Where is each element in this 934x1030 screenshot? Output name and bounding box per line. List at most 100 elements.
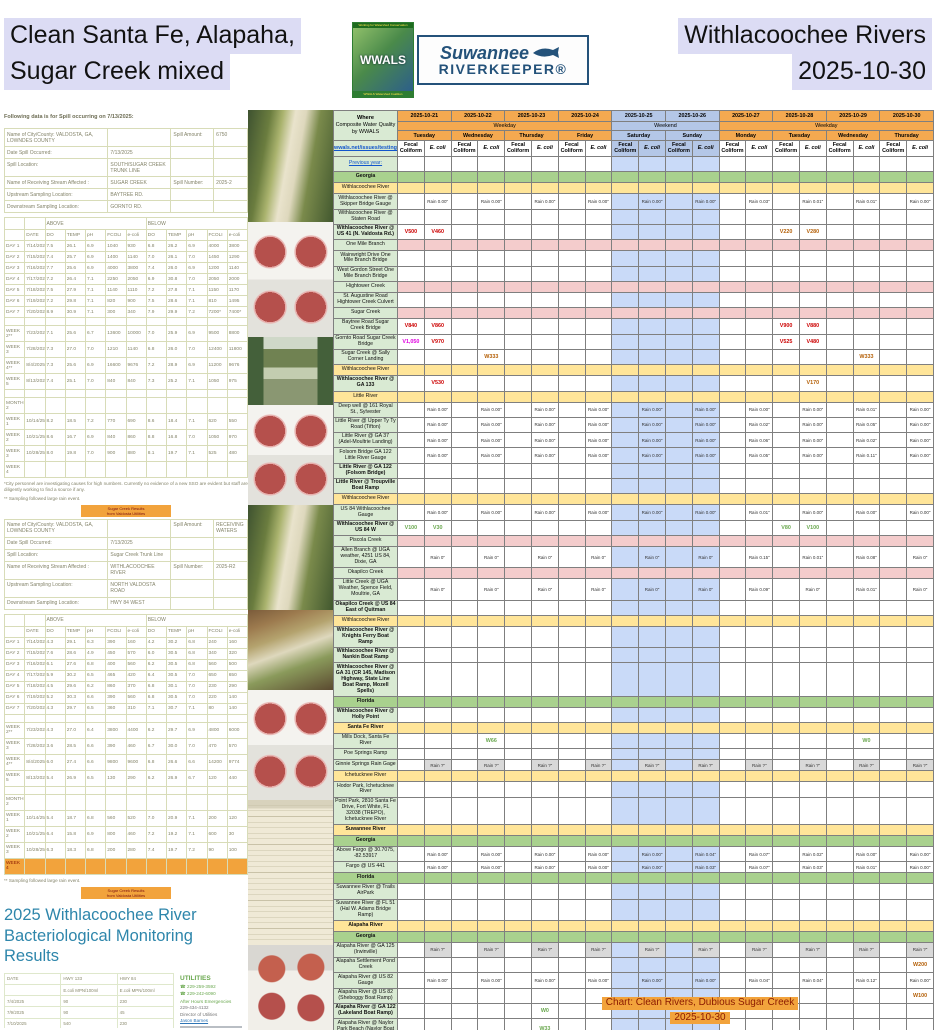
data-cell [397, 861, 425, 874]
data-cell [450, 193, 479, 210]
data-cell [477, 155, 506, 173]
director-name-link[interactable]: Jason Barnes [180, 1018, 209, 1024]
wwals-logo-text: WWALS [353, 28, 413, 91]
site-label: Withlacoochee River @ GA 133 [333, 375, 398, 392]
data-cell [664, 647, 693, 664]
data-cell [718, 567, 747, 580]
data-cell [798, 722, 827, 734]
data-cell: Rain 0.01" [798, 545, 827, 569]
day-header: Thursday [504, 130, 559, 141]
sample-cell: 7.1 [84, 273, 107, 285]
sample-cell [165, 785, 188, 795]
sample-cell [105, 317, 127, 326]
data-cell [718, 662, 747, 697]
data-cell [772, 348, 800, 366]
data-cell [772, 493, 800, 506]
site-row: Florida [333, 695, 934, 708]
data-cell [504, 823, 532, 836]
data-cell [611, 416, 640, 434]
data-cell [611, 695, 640, 708]
data-cell: Rain 0.07" [745, 845, 774, 863]
data-cell [664, 375, 693, 392]
data-cell [530, 171, 559, 184]
data-cell [477, 957, 506, 974]
data-cell [397, 845, 425, 863]
sample-cell: DAY 5 [4, 680, 26, 693]
data-cell [504, 722, 532, 734]
composite-table-region: Where Composite Water Quality by WWALS 2025… [333, 110, 934, 1030]
sample-row: DAY 67/19/20255.230.36.63905606.830.57.0… [4, 691, 248, 704]
data-cell: Rain ?" [638, 941, 666, 959]
data-cell [450, 462, 479, 480]
data-cell [745, 823, 774, 836]
data-cell [906, 208, 934, 226]
data-cell [423, 872, 452, 885]
data-cell [879, 919, 908, 932]
site-label: Wainwright Drive One Mile Branch Bridge [333, 250, 398, 267]
data-cell [745, 348, 774, 366]
data-cell [691, 883, 720, 900]
sample-cell: 570 [226, 737, 248, 755]
sample-cell: 9600 [125, 753, 147, 771]
data-cell [530, 919, 559, 932]
data-cell [397, 250, 425, 267]
site-row: Suwannee River [333, 823, 934, 836]
sample-cell: 440 [226, 769, 248, 787]
data-cell [852, 280, 881, 293]
data-cell [879, 307, 908, 320]
data-cell [557, 318, 586, 335]
data-cell [477, 208, 506, 226]
site-label: Sugar Creek @ Sally Corner Landing [333, 348, 398, 366]
sample-cell: 390 [105, 636, 127, 649]
sample-cell [165, 397, 188, 414]
data-cell: V860 [423, 318, 452, 335]
data-cell [879, 390, 908, 403]
field-row: Upstream Sampling Location: NORTH VALDOST… [4, 578, 248, 598]
data-cell [423, 250, 452, 267]
data-cell [825, 171, 854, 184]
sample-cell: 30.5 [165, 647, 188, 660]
sample-cell: 7.0 [145, 325, 168, 342]
data-cell [611, 171, 640, 184]
data-cell [718, 182, 747, 195]
data-cell: Rain 0.00" [906, 401, 934, 418]
data-cell [798, 706, 827, 724]
sample-cell [125, 397, 147, 414]
data-cell [798, 462, 827, 480]
site-label: Withlacoochee River @ GA 31 (CR 145, Mad… [333, 662, 398, 697]
data-cell [718, 333, 747, 350]
sample-cell: 100 [226, 841, 248, 859]
sample-cell [105, 713, 127, 723]
data-cell [798, 599, 827, 616]
data-cell [718, 898, 747, 921]
sample-cell: MONTH 2 [4, 397, 26, 414]
site-row: Withlacoochee River @ US 41 (N. Valdosta… [333, 223, 934, 241]
data-cell [530, 155, 559, 173]
data-cell [906, 722, 934, 734]
field-cell: SOUTH/SUGAR CREEK TRUNK LINE [107, 158, 172, 177]
sample-cell: 16.8 [165, 429, 188, 446]
data-cell [477, 171, 506, 184]
sample-cell: 7.0 [145, 251, 168, 263]
data-cell [718, 364, 747, 377]
field-cell: Downstream Sampling Location: [4, 596, 109, 610]
site-label: Alapaha River @ US 82 (Sheboggy Boat Ram… [333, 987, 398, 1005]
data-cell [611, 493, 640, 506]
sample-cell [4, 713, 26, 723]
data-cell [397, 823, 425, 836]
data-cell [504, 872, 532, 885]
field-cell [170, 596, 215, 610]
previous-year-link[interactable]: Previous year: [333, 155, 398, 173]
data-cell: Rain 0.00" [906, 432, 934, 449]
data-cell [798, 155, 827, 173]
sample-row: WEEK 2 10/21/25 6.4 15.8 6.9 800 460 7.2 19.2 7.1… [4, 825, 248, 843]
data-cell: Rain 0.00" [530, 401, 559, 418]
data-cell [879, 364, 908, 377]
data-cell [825, 208, 854, 226]
data-cell [557, 504, 586, 521]
sample-cell [84, 461, 107, 478]
sample-cell: WEEK 1 [4, 809, 26, 827]
wwals-testing-link[interactable]: wwals.net/issues/testing/ [333, 140, 398, 157]
data-cell: W333 [477, 348, 506, 366]
sample-cell: 10/28/25 [24, 841, 46, 859]
